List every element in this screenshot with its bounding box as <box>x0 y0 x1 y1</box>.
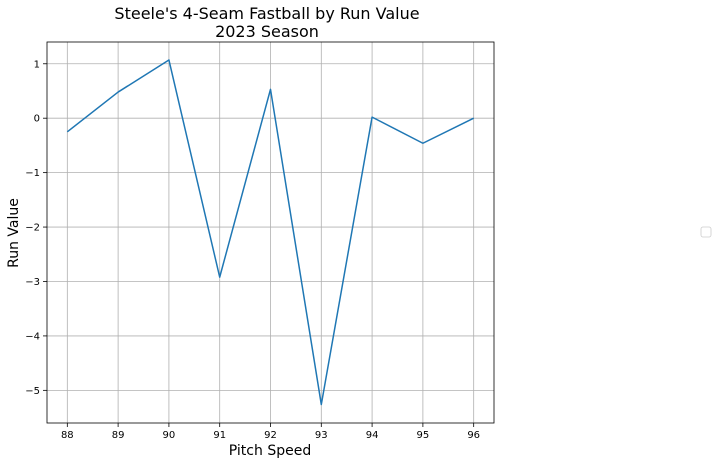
y-tick-label: −4 <box>25 331 40 342</box>
y-axis-label: Run Value <box>6 198 22 268</box>
y-tick-label: −1 <box>25 168 40 179</box>
legend-box <box>700 226 712 238</box>
x-tick-label: 88 <box>61 430 74 441</box>
x-tick-label: 92 <box>264 430 277 441</box>
y-tick-label: −5 <box>25 386 40 397</box>
y-tick-label: 0 <box>34 114 40 125</box>
x-tick-label: 93 <box>315 430 328 441</box>
series-line <box>66 59 475 406</box>
y-tick-label: 1 <box>34 59 40 70</box>
x-tick-label: 90 <box>163 430 176 441</box>
x-tick-label: 95 <box>417 430 430 441</box>
tick-layer: 88 89 90 91 92 93 94 95 96 1 0 −1 −2 −3 −4 −5 <box>25 59 480 441</box>
plot-frame <box>46 41 495 424</box>
chart-subtitle: 2023 Season <box>215 22 319 41</box>
grid-layer <box>47 42 494 423</box>
line-layer <box>66 59 475 406</box>
x-tick-label: 96 <box>467 430 480 441</box>
x-tick-label: 94 <box>366 430 379 441</box>
y-tick-label: −2 <box>25 223 40 234</box>
x-axis-label: Pitch Speed <box>229 443 311 459</box>
y-tick-label: −3 <box>25 277 40 288</box>
x-tick-label: 89 <box>112 430 125 441</box>
x-tick-label: 91 <box>213 430 226 441</box>
chart-title: Steele's 4-Seam Fastball by Run Value <box>114 4 419 23</box>
